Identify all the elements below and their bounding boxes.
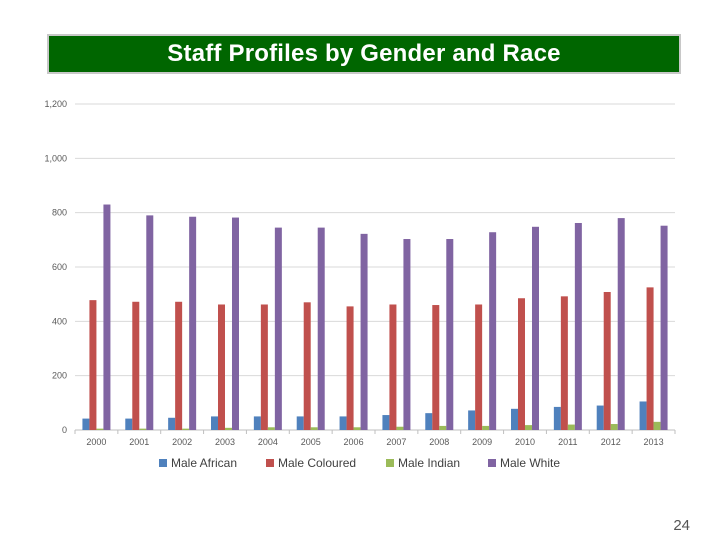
x-tick-label: 2005 <box>301 437 321 447</box>
bar-male-white-2007 <box>403 239 411 430</box>
bar-male-coloured-2004 <box>260 304 268 430</box>
bar-male-african-2006 <box>339 416 347 430</box>
bar-male-indian-2002 <box>182 428 190 430</box>
bar-male-coloured-2006 <box>346 306 354 430</box>
x-tick-label: 2011 <box>558 437 577 447</box>
bar-male-african-2009 <box>468 410 476 430</box>
legend-swatch <box>266 459 274 467</box>
bar-male-coloured-2005 <box>303 302 311 430</box>
page-number: 24 <box>673 517 690 534</box>
legend-swatch <box>488 459 496 467</box>
bar-male-indian-2001 <box>139 428 147 430</box>
bar-male-african-2001 <box>125 418 133 430</box>
bar-male-african-2012 <box>596 405 604 430</box>
bar-male-indian-2007 <box>396 426 404 430</box>
y-tick-label: 0 <box>62 425 67 435</box>
bar-male-white-2008 <box>446 239 454 430</box>
legend-swatch <box>386 459 394 467</box>
chart-legend: Male African Male Coloured Male Indian Male… <box>159 456 560 470</box>
x-tick-label: 2013 <box>644 437 664 447</box>
legend-label: Male Coloured <box>278 456 356 470</box>
bar-male-white-2012 <box>617 218 625 430</box>
bar-male-indian-2013 <box>653 421 661 430</box>
legend-item-male-african: Male African <box>159 456 237 470</box>
bar-male-coloured-2007 <box>389 304 397 430</box>
legend-item-male-white: Male White <box>488 456 560 470</box>
bar-male-indian-2009 <box>482 425 490 430</box>
legend-swatch <box>159 459 167 467</box>
x-tick-label: 2010 <box>515 437 535 447</box>
x-tick-label: 2003 <box>215 437 235 447</box>
bar-male-indian-2006 <box>353 427 361 430</box>
x-axis: 2000 2001 2002 2003 2004 2005 2006 2007 2008 2009… <box>74 430 676 447</box>
bar-male-african-2000 <box>82 418 90 430</box>
bar-male-indian-2010 <box>525 425 532 430</box>
chart-gridlines <box>75 103 675 431</box>
bar-male-white-2000 <box>103 204 111 430</box>
x-tick-label: 2004 <box>258 437 278 447</box>
bar-male-white-2004 <box>274 227 282 430</box>
bar-male-indian-2012 <box>610 424 618 430</box>
bar-male-coloured-2012 <box>603 291 611 430</box>
legend-label: Male Indian <box>398 456 460 470</box>
bar-male-white-2011 <box>574 222 582 430</box>
bar-male-indian-2005 <box>310 427 318 430</box>
bar-male-indian-2011 <box>567 424 575 430</box>
y-tick-label: 600 <box>52 262 67 272</box>
bar-male-african-2004 <box>253 416 261 430</box>
bar-male-african-2007 <box>382 415 390 430</box>
bar-male-white-2002 <box>189 216 197 430</box>
bar-male-coloured-2009 <box>475 304 483 430</box>
y-tick-label: 400 <box>52 316 67 326</box>
bar-male-african-2005 <box>296 416 304 430</box>
bar-male-coloured-2002 <box>175 301 183 430</box>
y-tick-label: 1,200 <box>44 99 67 109</box>
y-tick-label: 800 <box>52 208 67 218</box>
bar-male-african-2011 <box>553 406 561 430</box>
y-tick-label: 1,000 <box>44 153 67 163</box>
x-tick-label: 2007 <box>386 437 406 447</box>
bar-male-white-2003 <box>232 217 239 430</box>
x-tick-label: 2006 <box>344 437 364 447</box>
bar-male-coloured-2003 <box>218 304 225 430</box>
bar-male-coloured-2010 <box>518 298 525 430</box>
bar-male-white-2013 <box>660 225 668 430</box>
bar-male-coloured-2011 <box>560 296 568 430</box>
bar-male-coloured-2001 <box>132 301 140 430</box>
bar-male-african-2008 <box>425 413 433 430</box>
bar-male-indian-2000 <box>96 428 104 430</box>
bar-male-indian-2004 <box>267 427 275 430</box>
bar-male-african-2010 <box>511 408 518 430</box>
bar-male-white-2010 <box>532 226 539 430</box>
bar-male-coloured-2008 <box>432 305 440 430</box>
legend-label: Male White <box>500 456 560 470</box>
x-tick-label: 2008 <box>429 437 449 447</box>
bar-male-white-2006 <box>360 233 368 430</box>
x-tick-label: 2009 <box>472 437 492 447</box>
x-tick-label: 2002 <box>172 437 192 447</box>
x-tick-label: 2012 <box>601 437 621 447</box>
y-axis: 0 200 400 600 800 1,000 1,200 <box>44 99 67 435</box>
bar-male-white-2009 <box>489 232 497 430</box>
y-tick-label: 200 <box>52 371 67 381</box>
bar-male-white-2001 <box>146 215 154 430</box>
chart-bars <box>82 204 668 430</box>
bar-male-african-2013 <box>639 401 647 430</box>
bar-male-african-2003 <box>211 416 218 430</box>
bar-male-white-2005 <box>317 227 325 430</box>
bar-male-indian-2008 <box>439 425 447 430</box>
slide-title-bar: Staff Profiles by Gender and Race <box>47 34 681 74</box>
bar-male-african-2002 <box>168 417 176 430</box>
bar-male-coloured-2000 <box>89 300 97 430</box>
legend-item-male-coloured: Male Coloured <box>266 456 356 470</box>
bar-male-coloured-2013 <box>646 287 654 430</box>
legend-item-male-indian: Male Indian <box>386 456 460 470</box>
x-tick-label: 2001 <box>129 437 149 447</box>
bar-male-indian-2003 <box>225 427 232 430</box>
legend-label: Male African <box>171 456 237 470</box>
slide-title: Staff Profiles by Gender and Race <box>167 40 561 67</box>
x-tick-label: 2000 <box>86 437 106 447</box>
